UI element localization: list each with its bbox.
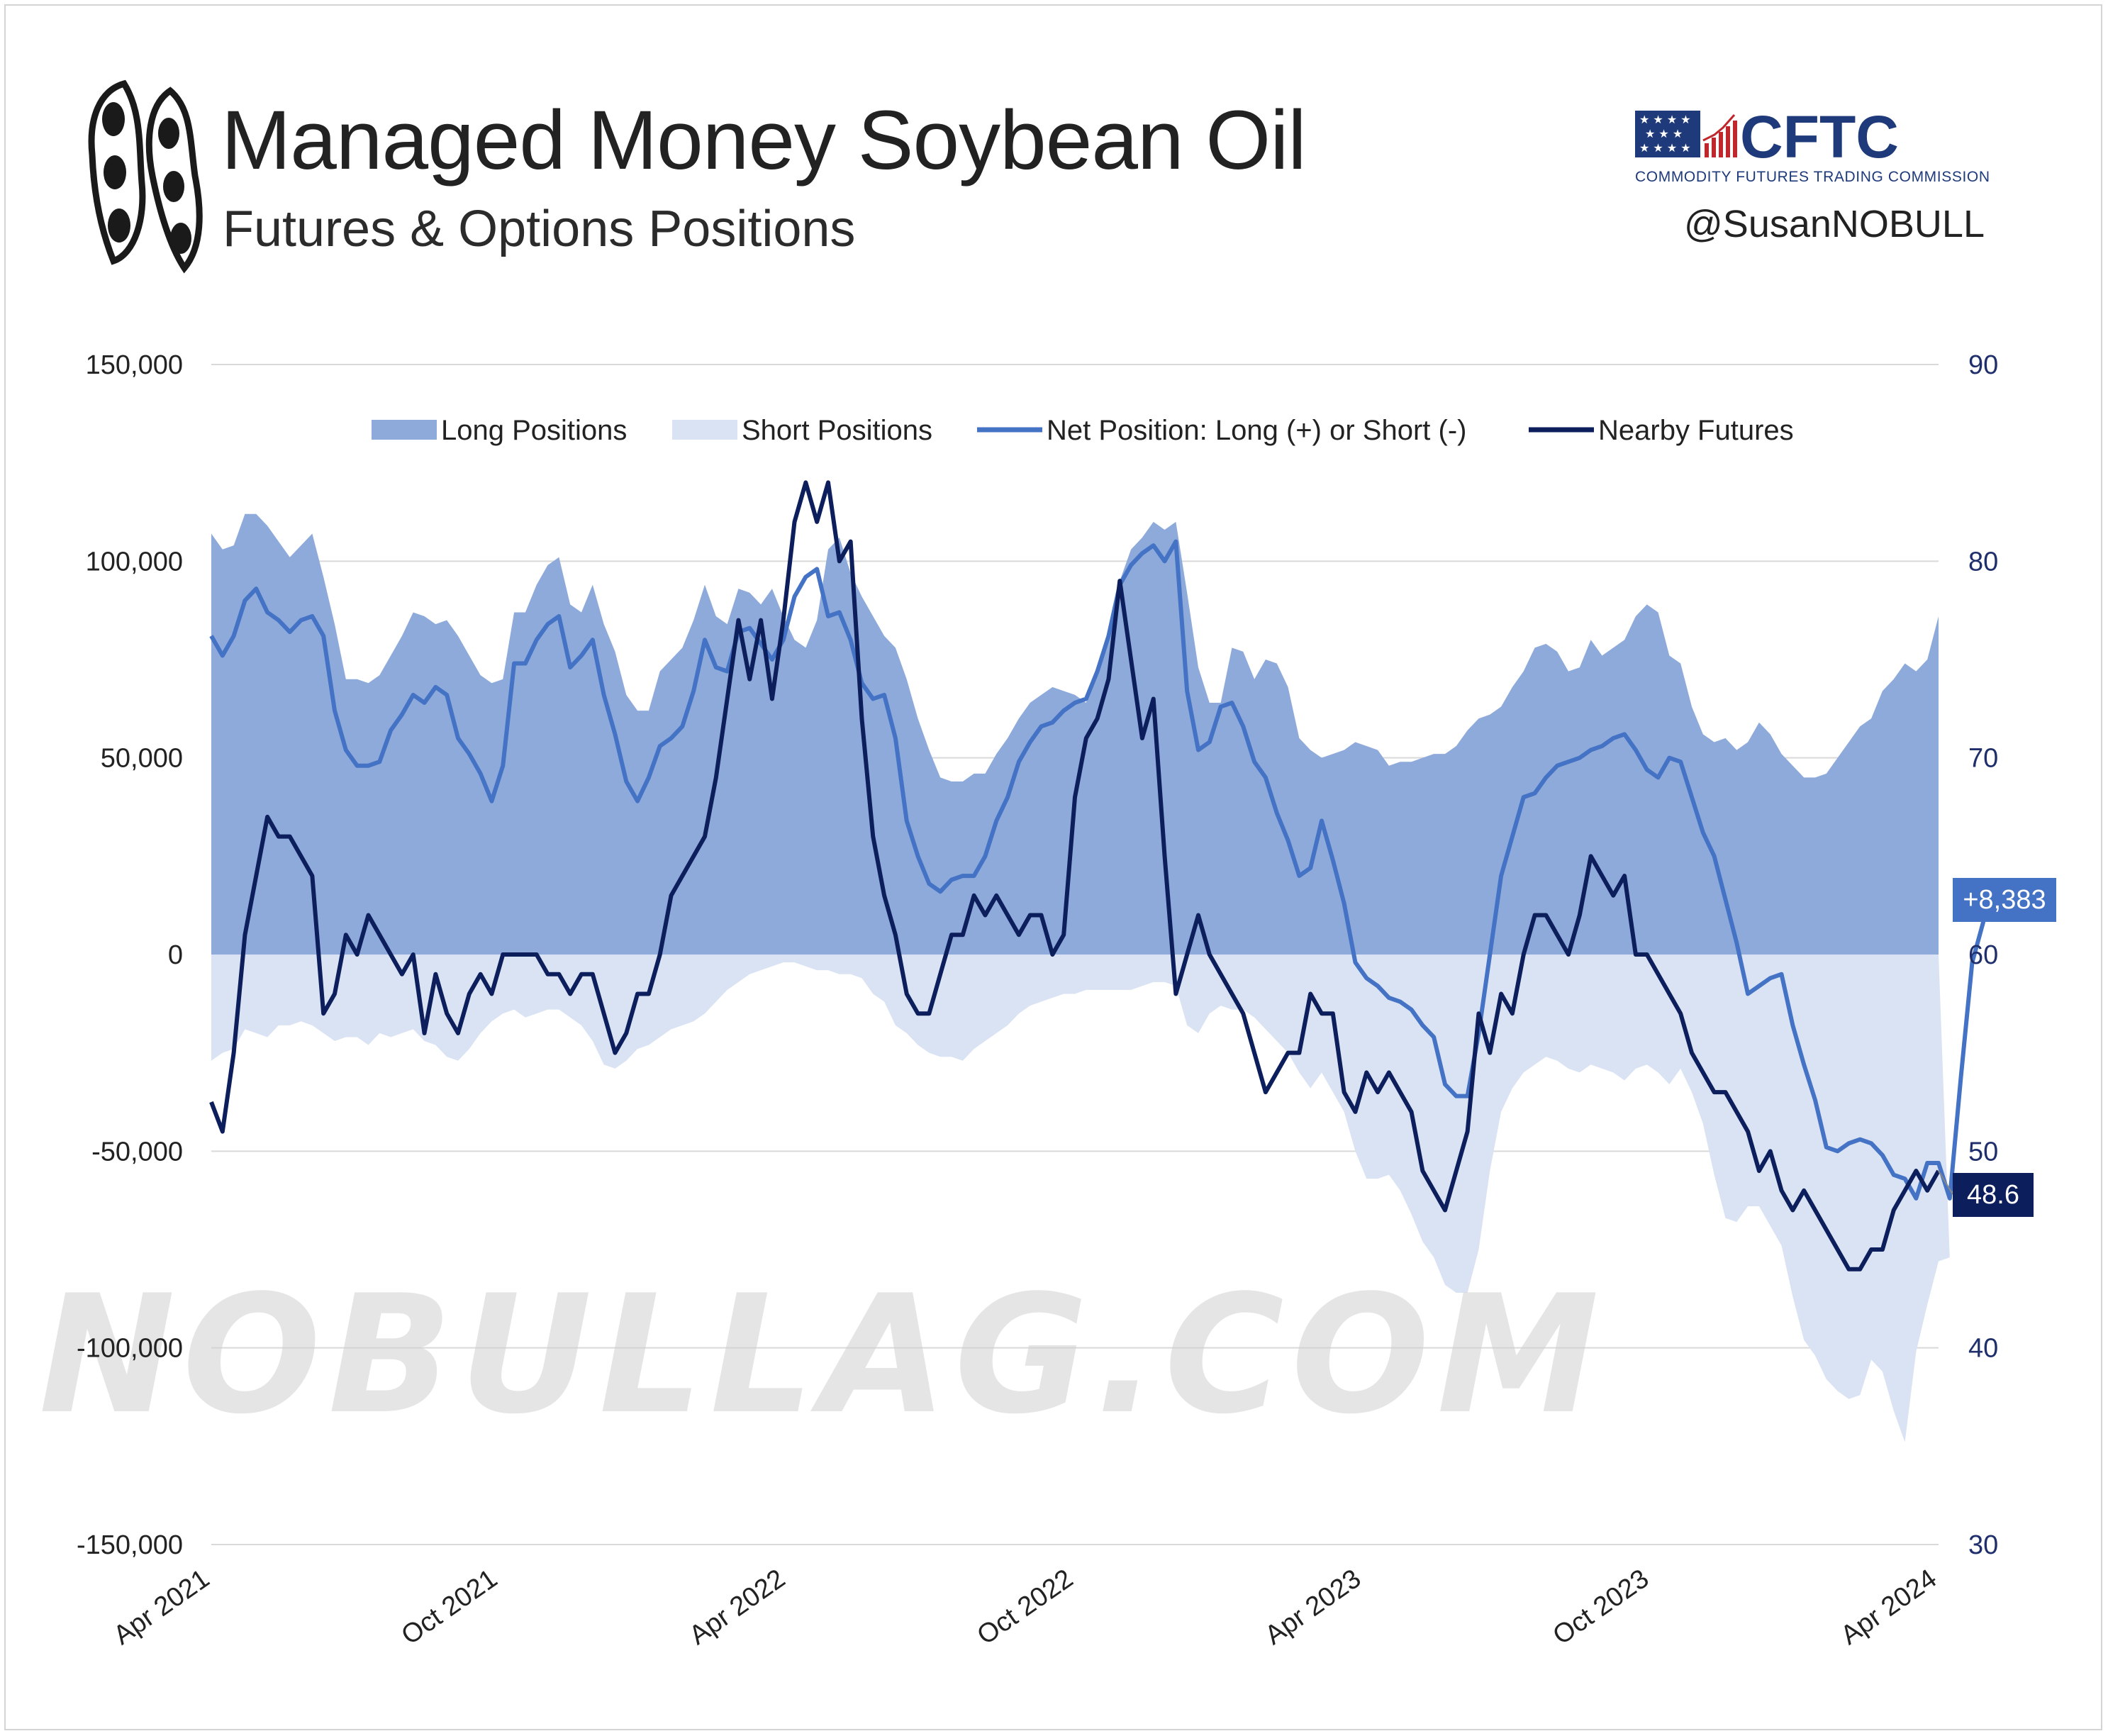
chart-subtitle: Futures & Options Positions (223, 201, 856, 257)
left-tick-label: 0 (168, 940, 183, 970)
area-series (211, 513, 1950, 1442)
cftc-logo: ★ ★ ★ ★ ★ ★ ★ ★ ★ ★ ★ CFTC COMMODITY FUT… (1635, 106, 1990, 185)
svg-text:★ ★ ★ ★: ★ ★ ★ ★ (1639, 141, 1691, 155)
legend: Long Positions Short Positions Net Positio… (372, 415, 1794, 446)
x-tick-label: Apr 2021 (108, 1564, 215, 1651)
chart-frame (4, 4, 2102, 1730)
futures-leader-line (1938, 1170, 1953, 1195)
left-tick-label: 100,000 (86, 547, 183, 577)
chart-title: Managed Money Soybean Oil (221, 94, 1307, 187)
legend-label: Net Position: Long (+) or Short (-) (1047, 415, 1466, 446)
x-tick-label: Apr 2023 (1260, 1564, 1366, 1651)
x-tick-label: Oct 2022 (972, 1564, 1078, 1651)
net-position-line (209, 539, 1986, 1201)
legend-swatch-short (672, 420, 737, 440)
right-tick-label: 50 (1968, 1137, 1998, 1167)
legend-label: Short Positions (742, 415, 932, 446)
nearby-futures-line (209, 480, 1941, 1272)
futures-value-label: 48.6 (1967, 1180, 2019, 1210)
left-axis-ticks: 150,000 100,000 50,000 0 -50,000 -100,000 -150… (77, 350, 183, 1560)
left-tick-label: -50,000 (91, 1137, 183, 1167)
line-series (209, 480, 1986, 1272)
net-value-label: +8,383 (1963, 885, 2046, 915)
svg-text:★ ★ ★: ★ ★ ★ (1645, 127, 1683, 140)
left-tick-label: 50,000 (101, 744, 183, 774)
long-positions-area (211, 513, 1939, 955)
legend-swatch-long (372, 420, 437, 440)
cftc-wordmark: CFTC (1740, 106, 1899, 170)
left-tick-label: -150,000 (77, 1530, 183, 1560)
x-tick-label: Apr 2024 (1836, 1564, 1942, 1651)
legend-label: Long Positions (441, 415, 627, 446)
svg-text:★ ★ ★ ★: ★ ★ ★ ★ (1639, 113, 1691, 126)
left-tick-label: -100,000 (77, 1334, 183, 1364)
right-tick-label: 60 (1968, 940, 1998, 970)
right-tick-label: 30 (1968, 1530, 1998, 1560)
end-value-labels: +8,383 48.6 (1938, 878, 2056, 1217)
x-tick-label: Apr 2022 (684, 1564, 791, 1651)
right-tick-label: 80 (1968, 547, 1998, 577)
right-tick-label: 40 (1968, 1334, 1998, 1364)
right-axis-ticks: 90 80 70 60 50 40 30 (1968, 350, 1998, 1560)
left-tick-label: 150,000 (86, 350, 183, 380)
cftc-fullname: COMMODITY FUTURES TRADING COMMISSION (1635, 169, 1990, 185)
watermark: NOBULLAG.COM (39, 1261, 1607, 1450)
short-positions-area (211, 955, 1950, 1442)
soybean-pod-logo (88, 79, 203, 274)
x-tick-label: Oct 2023 (1548, 1564, 1654, 1651)
x-tick-label: Oct 2021 (396, 1564, 503, 1651)
futures-value-badge (1953, 1173, 2034, 1217)
right-tick-label: 70 (1968, 744, 1998, 774)
right-tick-label: 90 (1968, 350, 1998, 380)
legend-label: Nearby Futures (1598, 415, 1794, 446)
twitter-handle: @SusanNOBULL (1683, 203, 1985, 245)
net-value-badge (1953, 878, 2056, 922)
x-axis-ticks: Apr 2021 Oct 2021 Apr 2022 Oct 2022 Apr 2023… (108, 1564, 1942, 1651)
